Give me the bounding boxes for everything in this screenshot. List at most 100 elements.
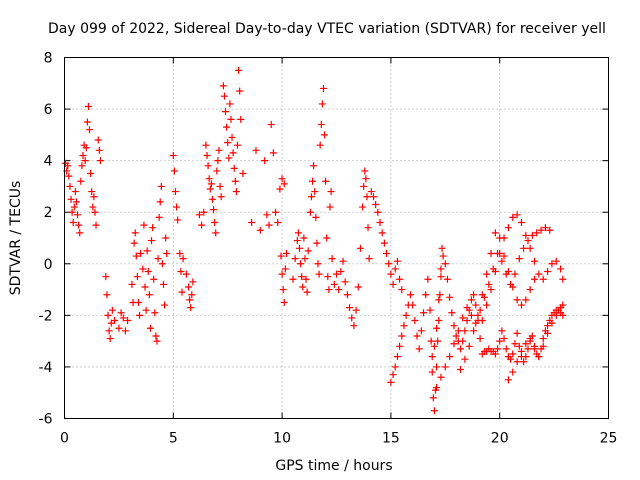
data-point <box>369 193 377 201</box>
data-point <box>457 366 465 374</box>
data-point <box>115 324 123 332</box>
data-point <box>137 249 145 257</box>
data-point <box>548 319 556 327</box>
data-point <box>517 347 525 355</box>
data-point <box>177 268 185 276</box>
data-point <box>359 203 367 211</box>
y-tick-label: 2 <box>44 205 53 221</box>
data-point <box>160 280 168 288</box>
data-point <box>413 332 421 340</box>
data-point <box>509 283 517 291</box>
data-point <box>293 237 301 245</box>
data-point <box>411 317 419 325</box>
data-point <box>327 188 335 196</box>
data-point <box>309 177 317 185</box>
data-point <box>203 151 211 159</box>
data-point <box>239 170 247 178</box>
data-point <box>424 275 432 283</box>
data-point <box>232 188 240 196</box>
data-point <box>487 249 495 257</box>
data-point <box>65 172 73 180</box>
data-point <box>228 133 236 141</box>
data-point <box>83 118 91 126</box>
data-point <box>513 329 521 337</box>
data-point <box>498 257 506 265</box>
data-point <box>66 182 74 190</box>
data-point <box>152 332 160 340</box>
data-point <box>448 309 456 317</box>
data-point <box>75 221 83 229</box>
y-axis-label: SDTVAR / TECUs <box>8 181 24 296</box>
data-point <box>237 115 245 123</box>
data-point <box>437 373 445 381</box>
data-point <box>124 317 132 325</box>
data-point <box>463 304 471 312</box>
data-point <box>229 149 237 157</box>
data-point <box>103 291 111 299</box>
data-point <box>205 175 213 183</box>
data-point <box>485 280 493 288</box>
data-point <box>306 208 314 216</box>
data-point <box>144 268 152 276</box>
data-point <box>95 146 103 154</box>
data-point <box>179 255 187 263</box>
data-point <box>531 275 539 283</box>
data-point <box>178 288 186 296</box>
data-point <box>174 216 182 224</box>
data-point <box>216 182 224 190</box>
data-point <box>67 195 75 203</box>
data-point <box>356 244 364 252</box>
data-point <box>187 304 195 312</box>
data-point <box>415 345 423 353</box>
data-point <box>491 229 499 237</box>
data-point <box>162 234 170 242</box>
data-point <box>279 286 287 294</box>
data-point <box>188 291 196 299</box>
data-point <box>335 286 343 294</box>
data-point <box>294 229 302 237</box>
data-point <box>559 275 567 283</box>
data-point <box>161 301 169 309</box>
data-point <box>150 275 158 283</box>
data-point <box>446 293 454 301</box>
data-point <box>409 301 417 309</box>
data-point <box>212 229 220 237</box>
data-point <box>158 260 166 268</box>
data-point <box>502 345 510 353</box>
data-point <box>210 206 218 214</box>
data-points <box>62 66 567 415</box>
data-point <box>500 335 508 343</box>
data-point <box>204 162 212 170</box>
data-point <box>71 188 79 196</box>
data-point <box>280 180 288 188</box>
data-point <box>278 175 286 183</box>
data-point <box>131 229 139 237</box>
data-point <box>142 306 150 314</box>
data-point <box>189 278 197 286</box>
data-point <box>498 327 506 335</box>
data-point <box>491 268 499 276</box>
data-point <box>149 224 157 232</box>
data-point <box>541 224 549 232</box>
data-point <box>69 219 77 227</box>
data-point <box>544 322 552 330</box>
data-point <box>222 108 230 116</box>
data-point <box>531 345 539 353</box>
data-point <box>378 229 386 237</box>
data-point <box>559 301 567 309</box>
data-point <box>207 180 215 188</box>
data-point <box>383 249 391 257</box>
data-point <box>146 324 154 332</box>
data-point <box>470 327 478 335</box>
data-point <box>430 407 438 415</box>
data-point <box>343 291 351 299</box>
data-point <box>463 317 471 325</box>
data-point <box>317 121 325 129</box>
data-point <box>314 260 322 268</box>
data-point <box>520 358 528 366</box>
data-point <box>452 332 460 340</box>
data-point <box>130 239 138 247</box>
data-point <box>526 286 534 294</box>
data-point <box>500 252 508 260</box>
data-point <box>422 291 430 299</box>
